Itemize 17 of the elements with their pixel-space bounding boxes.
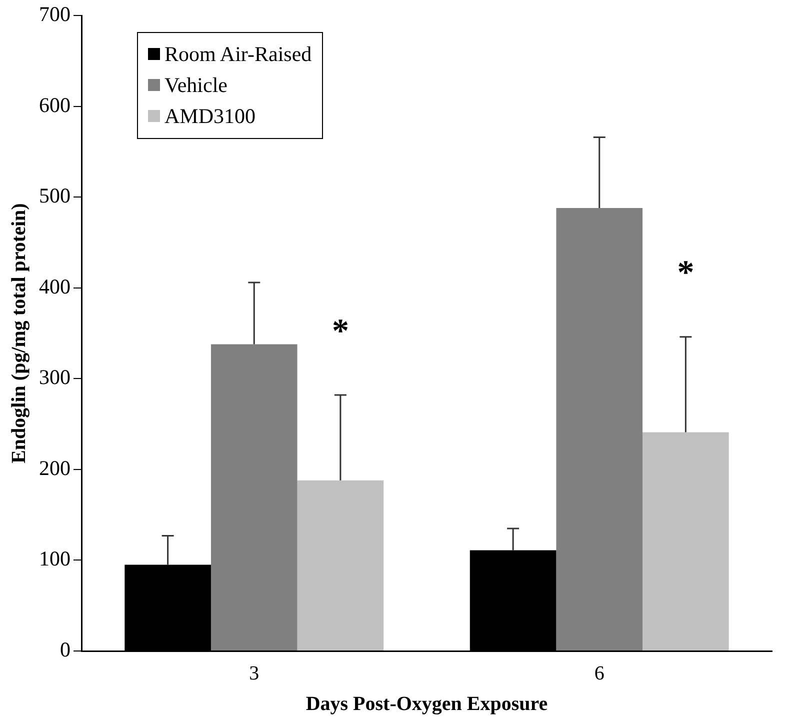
x-tick-label: 3 bbox=[249, 662, 260, 684]
y-tick-label: 500 bbox=[39, 184, 70, 208]
y-tick-label: 400 bbox=[39, 274, 70, 298]
x-axis-title: Days Post-Oxygen Exposure bbox=[306, 693, 548, 716]
annotation: * bbox=[677, 254, 694, 292]
y-tick-label: 0 bbox=[60, 638, 70, 662]
y-tick-label: 700 bbox=[39, 2, 70, 26]
x-tick-label: 6 bbox=[594, 662, 604, 684]
annotation: * bbox=[332, 312, 349, 350]
legend-label: AMD3100 bbox=[164, 102, 257, 130]
legend-label: Room Air-Raised bbox=[164, 40, 312, 68]
y-tick-label: 100 bbox=[39, 546, 70, 571]
y-axis-title: Endoglin (pg/mg total protein) bbox=[8, 203, 30, 464]
y-tick-label: 200 bbox=[39, 456, 70, 480]
legend-label: Vehicle bbox=[164, 72, 228, 99]
y-tick-label: 600 bbox=[39, 92, 70, 117]
y-tick-label: 300 bbox=[39, 365, 70, 390]
